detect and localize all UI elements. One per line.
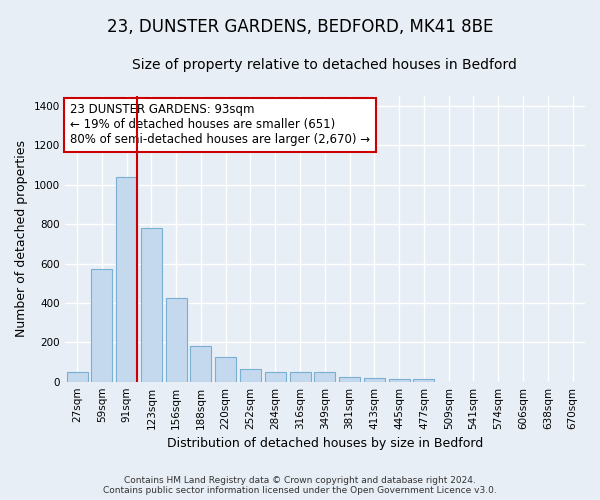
Bar	[413, 380, 434, 382]
X-axis label: Distribution of detached houses by size in Bedford: Distribution of detached houses by size …	[167, 437, 483, 450]
Bar	[290, 372, 311, 382]
Bar	[116, 177, 137, 382]
Bar	[190, 346, 211, 382]
Text: 23, DUNSTER GARDENS, BEDFORD, MK41 8BE: 23, DUNSTER GARDENS, BEDFORD, MK41 8BE	[107, 18, 493, 36]
Bar	[67, 372, 88, 382]
Bar	[364, 378, 385, 382]
Text: Contains HM Land Registry data © Crown copyright and database right 2024.
Contai: Contains HM Land Registry data © Crown c…	[103, 476, 497, 495]
Bar	[215, 357, 236, 382]
Bar	[265, 372, 286, 382]
Title: Size of property relative to detached houses in Bedford: Size of property relative to detached ho…	[133, 58, 517, 71]
Text: 23 DUNSTER GARDENS: 93sqm
← 19% of detached houses are smaller (651)
80% of semi: 23 DUNSTER GARDENS: 93sqm ← 19% of detac…	[70, 104, 370, 146]
Y-axis label: Number of detached properties: Number of detached properties	[15, 140, 28, 338]
Bar	[91, 270, 112, 382]
Bar	[339, 377, 360, 382]
Bar	[240, 369, 261, 382]
Bar	[389, 378, 410, 382]
Bar	[166, 298, 187, 382]
Bar	[141, 228, 162, 382]
Bar	[314, 372, 335, 382]
